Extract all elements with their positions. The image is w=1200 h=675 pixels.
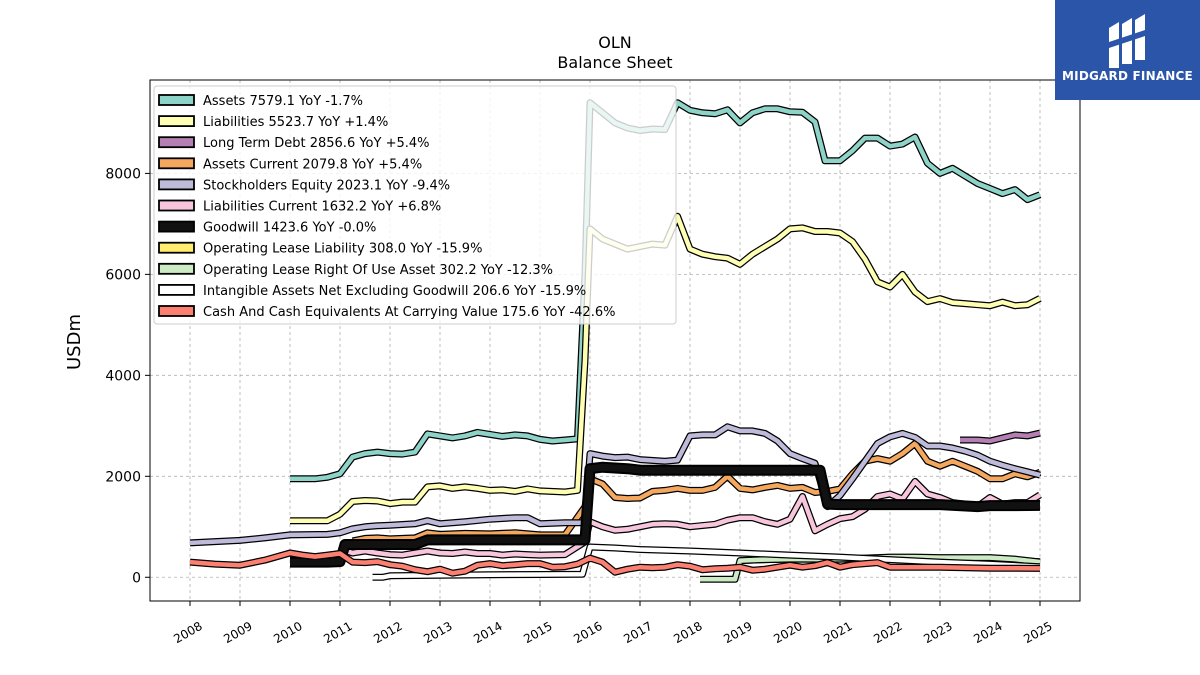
x-tick-label: 2013: [421, 619, 454, 646]
series-line-intangible-assets-net-excluding-goodwill: [372, 544, 1041, 580]
legend-swatch-long-term-debt: [158, 136, 195, 149]
series-line-assets-current: [352, 441, 1041, 544]
legend-swatch-operating-lease-liability: [158, 241, 195, 254]
y-axis-ticks: 0 2000 4000 6000 8000: [105, 166, 150, 586]
chart-subtitle: Balance Sheet: [557, 53, 672, 72]
x-tick-label: 2025: [1021, 619, 1054, 646]
x-tick-label: 2019: [721, 619, 754, 646]
legend-label-stockholders-equity: Stockholders Equity 2023.1 YoY -9.4%: [203, 178, 450, 193]
y-tick-label: 4000: [105, 368, 141, 384]
legend-label-cash-and-cash-equivalents-at-carrying-value: Cash And Cash Equivalents At Carrying Va…: [203, 305, 615, 320]
x-tick-label: 2017: [621, 619, 654, 646]
x-tick-label: 2024: [971, 619, 1004, 646]
y-axis-label: USDm: [64, 314, 85, 370]
legend-box: [153, 85, 677, 325]
x-tick-label: 2022: [871, 619, 904, 646]
x-tick-label: 2010: [271, 619, 304, 646]
legend: Assets 7579.1 YoY -1.7% Liabilities 5523.…: [153, 85, 677, 325]
y-tick-label: 2000: [105, 469, 141, 485]
legend-swatch-assets: [158, 94, 195, 106]
x-tick-label: 2016: [571, 619, 604, 646]
logo-text: MIDGARD FINANCE: [1062, 69, 1193, 83]
legend-swatch-stockholders-equity: [158, 178, 195, 191]
series-line-goodwill: [290, 463, 1041, 566]
legend-label-assets: Assets 7579.1 YoY -1.7%: [203, 94, 363, 109]
legend-label-liabilities: Liabilities 5523.7 YoY +1.4%: [203, 115, 388, 130]
x-tick-label: 2011: [321, 619, 354, 646]
x-tick-label: 2009: [221, 619, 254, 646]
legend-label-operating-lease-liability: Operating Lease Liability 308.0 YoY -15.…: [203, 242, 482, 257]
series-line-liabilities-current: [339, 479, 1042, 558]
legend-swatch-liabilities-current: [158, 199, 195, 212]
y-tick-label: 8000: [105, 166, 141, 182]
legend-swatch-operating-lease-right-of-use-asset: [158, 262, 195, 275]
series-line-long-term-debt: [960, 430, 1041, 444]
x-tick-label: 2014: [471, 619, 504, 646]
x-tick-label: 2015: [521, 619, 554, 646]
legend-swatch-cash-and-cash-equivalents-at-carrying-value: [158, 305, 195, 317]
legend-label-liabilities-current: Liabilities Current 1632.2 YoY +6.8%: [203, 200, 441, 215]
x-tick-label: 2023: [921, 619, 954, 646]
x-tick-label: 2012: [371, 619, 404, 646]
x-tick-label: 2008: [171, 619, 204, 646]
series-line-stockholders-equity: [189, 424, 1041, 546]
midgard-logo-icon: [1109, 14, 1145, 68]
legend-swatch-intangible-assets-net-excluding-goodwill: [158, 283, 195, 296]
y-tick-label: 0: [132, 570, 141, 586]
x-tick-label: 2021: [821, 619, 854, 646]
x-tick-label: 2020: [771, 619, 804, 646]
x-tick-label: 2018: [671, 619, 704, 646]
midgard-finance-logo: MIDGARD FINANCE: [1055, 0, 1200, 100]
legend-label-assets-current: Assets Current 2079.8 YoY +5.4%: [203, 157, 422, 172]
legend-swatch-liabilities: [158, 115, 195, 127]
legend-label-intangible-assets-net-excluding-goodwill: Intangible Assets Net Excluding Goodwill…: [203, 284, 586, 299]
series-line-liabilities: [290, 214, 1042, 523]
legend-swatch-goodwill: [158, 220, 195, 233]
legend-label-goodwill: Goodwill 1423.6 YoY -0.0%: [203, 221, 376, 236]
y-tick-label: 6000: [105, 267, 141, 283]
legend-swatch-assets-current: [158, 157, 195, 170]
legend-label-long-term-debt: Long Term Debt 2856.6 YoY +5.4%: [203, 136, 430, 151]
chart-title: OLN: [598, 33, 631, 52]
x-axis-ticks: 2008 2009 2010 2011 2012 2013 2014 2015 2016 2017…: [171, 601, 1055, 646]
legend-label-operating-lease-right-of-use-asset: Operating Lease Right Of Use Asset 302.2…: [203, 263, 553, 278]
plot-frame: [149, 79, 1081, 602]
series-line-cash-and-cash-equivalents-at-carrying-value: [189, 550, 1041, 576]
